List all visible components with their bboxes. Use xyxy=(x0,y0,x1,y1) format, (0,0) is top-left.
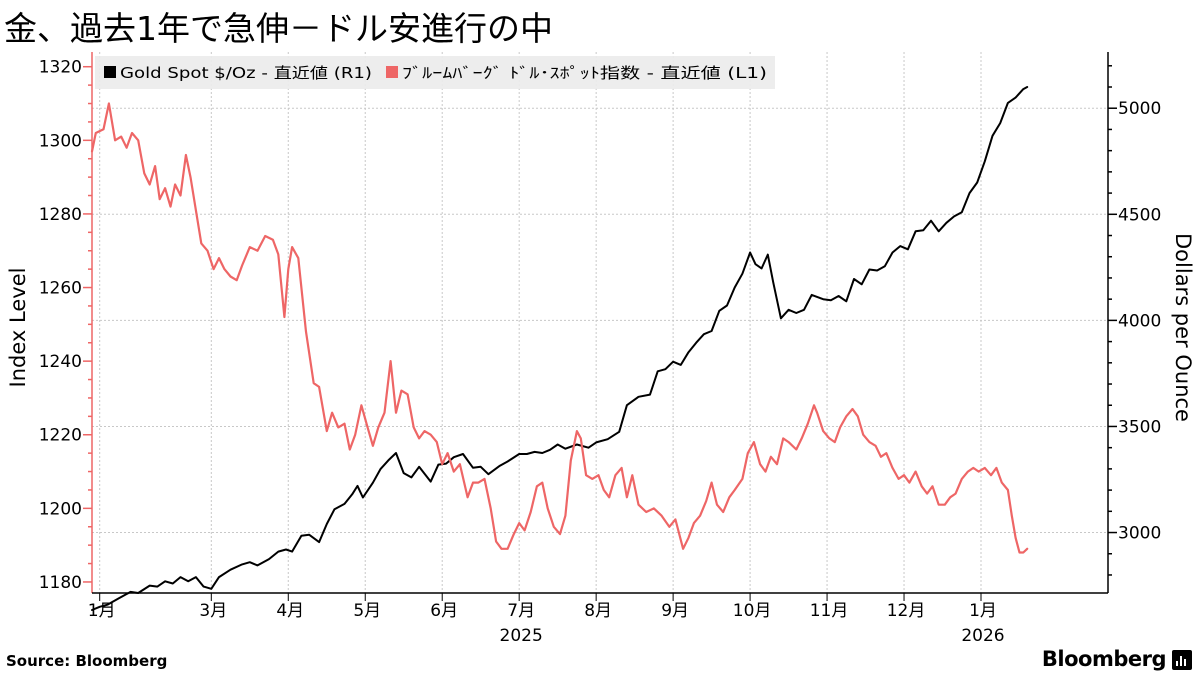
x-axis-month-label: 4月 xyxy=(276,601,304,621)
x-axis-month-label: 9月 xyxy=(661,601,689,621)
source-note: Source: Bloomberg xyxy=(6,652,168,670)
right-axis-tick-label: 4000 xyxy=(1118,311,1161,331)
x-axis-month-label: 1月 xyxy=(88,601,116,621)
x-axis-month-label: 1月 xyxy=(969,601,997,621)
axes: 1180 1200 1220 1240 1260 1280 1300 1320 Index Le… xyxy=(6,52,1195,646)
bloomberg-terminal-icon xyxy=(1172,650,1192,670)
right-axis-tick-label: 4500 xyxy=(1118,205,1161,225)
left-axis-tick-label: 1180 xyxy=(39,573,82,593)
left-axis-tick-label: 1320 xyxy=(39,58,82,78)
gold-price-line xyxy=(91,86,1029,611)
right-axis-tick-label: 3500 xyxy=(1118,417,1161,437)
dollar-index-line xyxy=(90,102,1029,554)
x-axis-month-label: 10月 xyxy=(733,601,772,621)
x-axis-year-label: 2026 xyxy=(961,626,1004,646)
chart-title: 金、過去1年で急伸－ドル安進行の中 xyxy=(4,9,553,48)
legend-background xyxy=(95,56,775,89)
left-axis-tick-label: 1240 xyxy=(39,352,82,372)
series-lines xyxy=(90,86,1029,611)
right-axis-label: Dollars per Ounce xyxy=(1171,233,1195,422)
x-axis-month-label: 7月 xyxy=(507,601,535,621)
legend-label-dollar-index: ﾌﾞﾙｰﾑﾊﾞｰｸﾞ ﾄﾞﾙ･ｽﾎﾟｯﾄ指数 - 直近値 (L1) xyxy=(402,64,767,82)
x-axis-month-label: 5月 xyxy=(353,601,381,621)
right-axis-tick-label: 5000 xyxy=(1118,99,1161,119)
x-axis-month-label: 11月 xyxy=(810,601,849,621)
legend: Gold Spot $/Oz - 直近値 (R1) ﾌﾞﾙｰﾑﾊﾞｰｸﾞ ﾄﾞﾙ･… xyxy=(95,56,775,89)
x-axis-year-label: 2025 xyxy=(500,626,543,646)
right-axis-tick-label: 3000 xyxy=(1118,524,1161,544)
legend-swatch-gold xyxy=(104,66,116,78)
x-axis-month-label: 3月 xyxy=(199,601,227,621)
x-axis-month-label: 8月 xyxy=(584,601,612,621)
left-axis-tick-label: 1260 xyxy=(39,279,82,299)
left-axis-tick-label: 1280 xyxy=(39,205,82,225)
left-axis-tick-label: 1220 xyxy=(39,426,82,446)
left-axis-label: Index Level xyxy=(6,268,30,388)
legend-label-gold: Gold Spot $/Oz - 直近値 (R1) xyxy=(120,64,372,82)
x-axis-month-label: 6月 xyxy=(430,601,458,621)
legend-swatch-dollar-index xyxy=(386,66,398,78)
bloomberg-logo: Bloomberg xyxy=(1041,647,1167,671)
gridlines xyxy=(92,52,1108,593)
x-axis-month-label: 12月 xyxy=(887,601,926,621)
left-axis-tick-label: 1300 xyxy=(39,131,82,151)
left-axis-tick-label: 1200 xyxy=(39,499,82,519)
